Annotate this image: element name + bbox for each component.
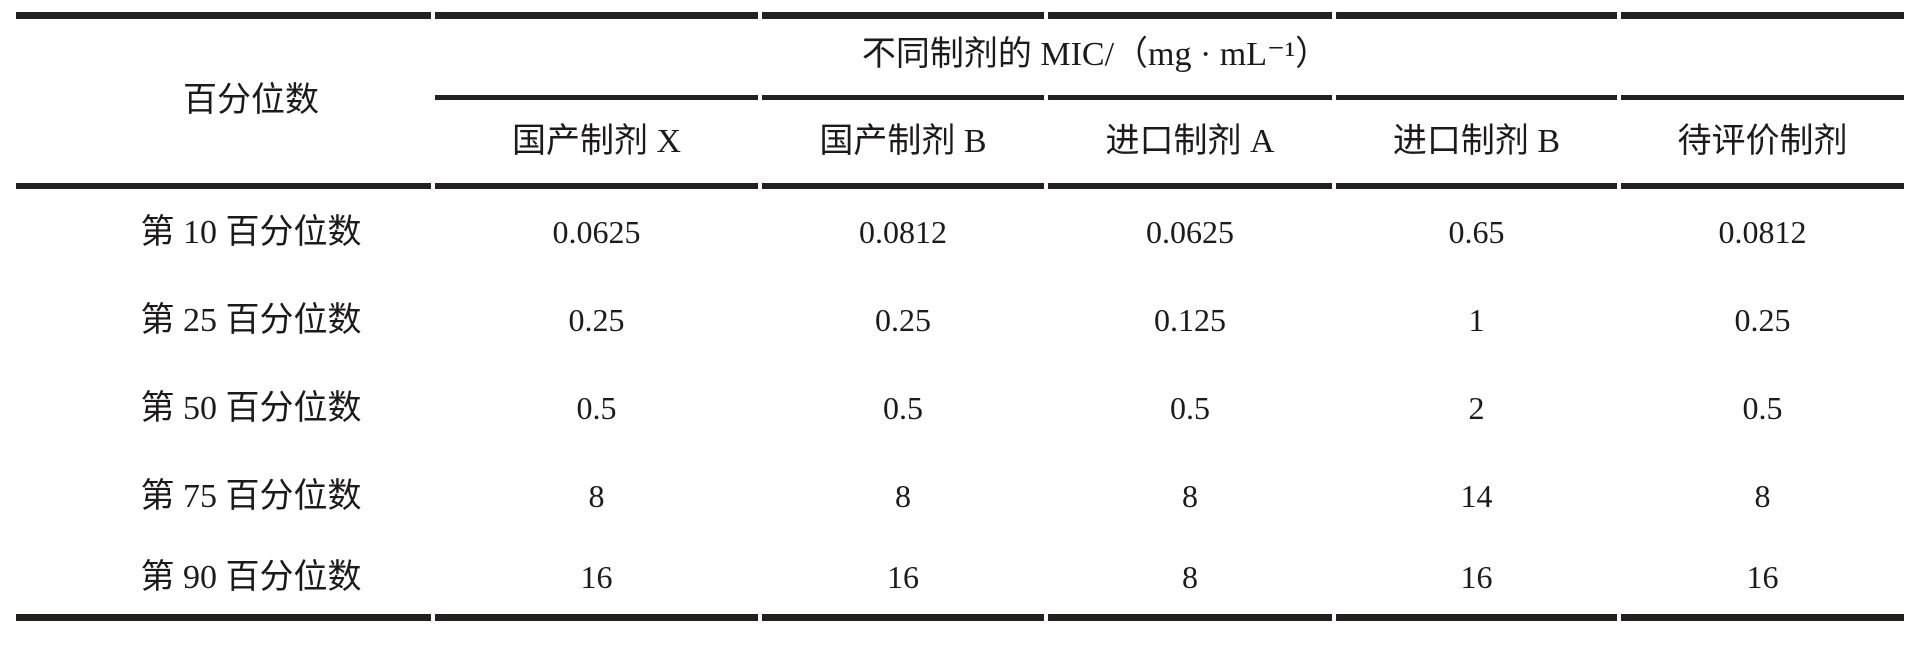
table-row-p50: 第 50 百分位数 0.5 0.5 0.5 2 0.5 <box>16 365 1904 453</box>
value-cell: 1 <box>1468 302 1485 339</box>
column-header-domestic-x: 国产制剂 X <box>435 100 758 189</box>
value-cell: 8 <box>1754 478 1771 515</box>
table-row-p25: 第 25 百分位数 0.25 0.25 0.125 1 0.25 <box>16 277 1904 365</box>
table-row-p10: 第 10 百分位数 0.0625 0.0812 0.0625 0.65 0.08… <box>16 189 1904 277</box>
value-cell: 8 <box>588 478 605 515</box>
value-cell: 0.5 <box>1742 390 1783 427</box>
value-cell: 0.0812 <box>1718 214 1807 251</box>
group-rule-segment <box>1048 12 1332 100</box>
row-label: 第 75 百分位数 <box>140 478 362 516</box>
value-cell: 16 <box>435 541 758 621</box>
group-rule-segment <box>1621 12 1904 100</box>
group-rule-segment <box>1336 12 1617 100</box>
column-header-row: 国产制剂 X 国产制剂 B 进口制剂 A 进口制剂 B 待评价制剂 <box>16 100 1904 189</box>
column-header-under-evaluation: 待评价制剂 <box>1621 100 1904 189</box>
column-header-import-a: 进口制剂 A <box>1048 100 1332 189</box>
value-cell: 0.25 <box>875 302 931 339</box>
row-label: 第 50 百分位数 <box>140 390 362 428</box>
value-cell: 8 <box>1182 478 1198 515</box>
table-row-p75: 第 75 百分位数 8 8 8 14 8 <box>16 453 1904 541</box>
value-cell: 16 <box>762 541 1044 621</box>
row-label: 第 10 百分位数 <box>140 214 362 252</box>
value-cell: 0.5 <box>576 390 617 427</box>
value-cell: 0.0812 <box>859 214 947 251</box>
table-row-p90: 第 90 百分位数 16 16 8 16 16 <box>16 541 1904 621</box>
mic-percentile-table: 百分位数 国产制剂 X 国产制剂 B 进口制剂 A 进口制剂 B 待评价制剂 第… <box>12 12 1908 621</box>
value-cell: 0.25 <box>568 302 625 339</box>
value-cell: 0.5 <box>1170 390 1210 427</box>
value-cell: 0.125 <box>1154 302 1226 339</box>
value-cell: 0.0625 <box>1146 214 1234 251</box>
value-cell: 0.0625 <box>552 214 641 251</box>
group-rule-segment <box>762 12 1044 100</box>
value-cell: 0.25 <box>1734 302 1791 339</box>
row-label: 第 25 百分位数 <box>140 302 362 340</box>
value-cell: 8 <box>895 478 911 515</box>
value-cell: 8 <box>1048 541 1332 621</box>
group-rule-segment <box>435 12 758 100</box>
group-header-row: 百分位数 <box>16 12 1904 189</box>
value-cell: 16 <box>1621 541 1904 621</box>
value-cell: 2 <box>1468 390 1485 427</box>
column-header-import-b: 进口制剂 B <box>1336 100 1617 189</box>
value-cell: 0.5 <box>883 390 923 427</box>
value-cell: 16 <box>1336 541 1617 621</box>
group-header-mic-units: 不同制剂的 MIC/（mg · mL⁻¹） <box>861 36 1330 73</box>
value-cell: 14 <box>1460 478 1493 515</box>
column-header-domestic-b: 国产制剂 B <box>762 100 1044 189</box>
row-label: 第 90 百分位数 <box>16 541 431 621</box>
value-cell: 0.65 <box>1448 214 1505 251</box>
corner-header-percentile: 百分位数 <box>16 12 431 189</box>
